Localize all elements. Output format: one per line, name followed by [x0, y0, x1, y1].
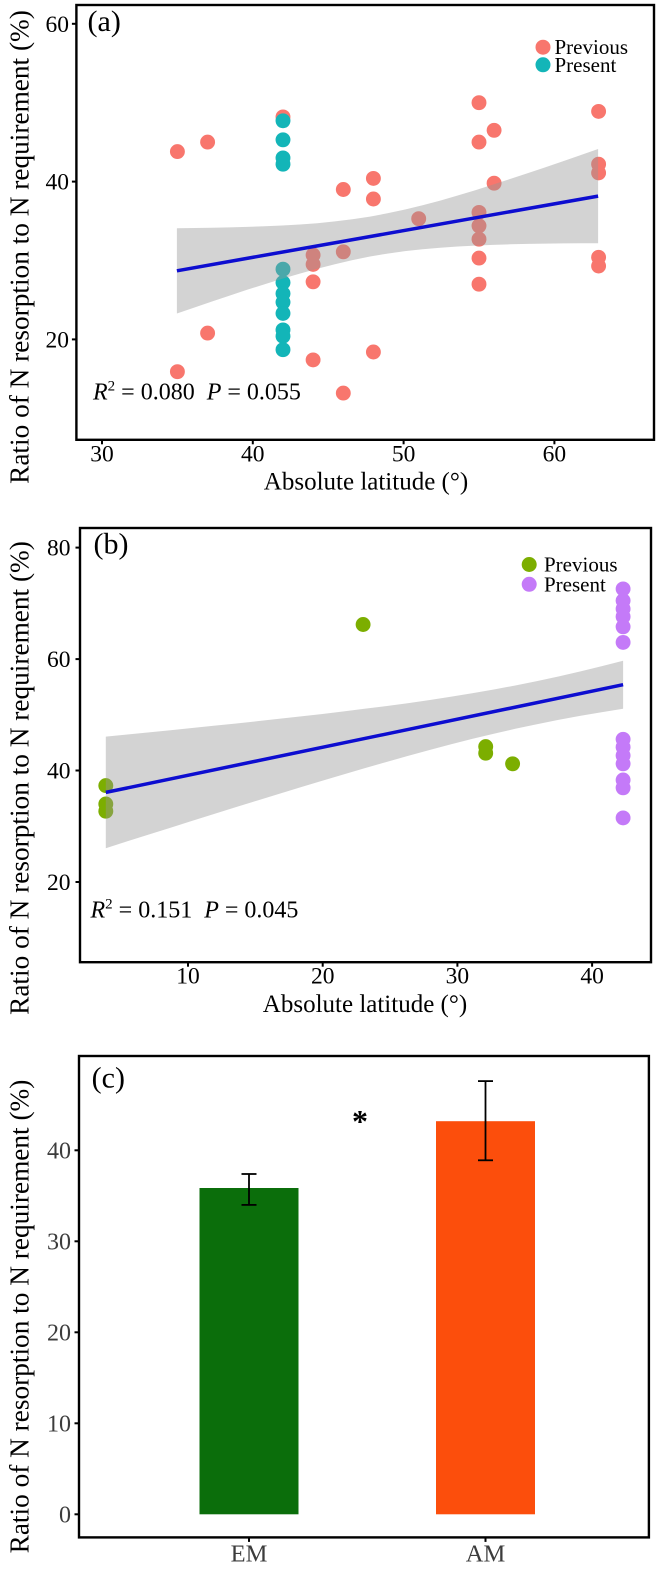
svg-text:20: 20 [311, 964, 335, 990]
svg-text:10: 10 [47, 1411, 71, 1437]
svg-text:0: 0 [59, 1502, 71, 1528]
svg-text:Absolute latitude (°): Absolute latitude (°) [264, 469, 468, 496]
svg-text:(a): (a) [88, 5, 121, 38]
svg-text:20: 20 [47, 1320, 71, 1346]
svg-text:Ratio of N resorption to N req: Ratio of N resorption to N requirement (… [4, 541, 34, 1015]
svg-text:60: 60 [46, 12, 70, 38]
svg-text:80: 80 [47, 536, 71, 562]
svg-text:Present: Present [555, 53, 617, 77]
svg-text:(c): (c) [92, 1062, 125, 1095]
svg-text:Previous: Previous [555, 35, 629, 59]
svg-text:60: 60 [47, 647, 71, 673]
svg-text:Present: Present [544, 572, 606, 596]
svg-text:40: 40 [47, 1138, 71, 1164]
svg-text:30: 30 [446, 964, 470, 990]
svg-text:AM: AM [466, 1541, 506, 1568]
svg-text:30: 30 [47, 1229, 71, 1255]
svg-text:Absolute latitude (°): Absolute latitude (°) [263, 991, 467, 1018]
svg-text:20: 20 [46, 327, 70, 353]
svg-text:40: 40 [241, 442, 265, 468]
svg-text:60: 60 [543, 442, 567, 468]
svg-text:30: 30 [90, 442, 114, 468]
svg-text:Ratio of N resorption to N req: Ratio of N resorption to N requirement (… [4, 10, 34, 484]
svg-text:*: * [352, 1103, 368, 1139]
svg-text:10: 10 [176, 964, 200, 990]
svg-text:EM: EM [231, 1541, 268, 1568]
svg-text:50: 50 [392, 442, 416, 468]
svg-text:(b): (b) [94, 528, 129, 561]
svg-text:20: 20 [47, 870, 71, 896]
svg-text:R2 = 0.151 P = 0.045: R2 = 0.151 P = 0.045 [90, 896, 299, 923]
svg-text:Ratio of N resorption to N req: Ratio of N resorption to N requirement (… [4, 1080, 34, 1554]
svg-text:40: 40 [46, 170, 70, 196]
svg-text:Previous: Previous [544, 553, 618, 577]
svg-text:40: 40 [47, 759, 71, 785]
svg-text:40: 40 [580, 964, 604, 990]
svg-text:R2 = 0.080 P = 0.055: R2 = 0.080 P = 0.055 [92, 379, 301, 406]
